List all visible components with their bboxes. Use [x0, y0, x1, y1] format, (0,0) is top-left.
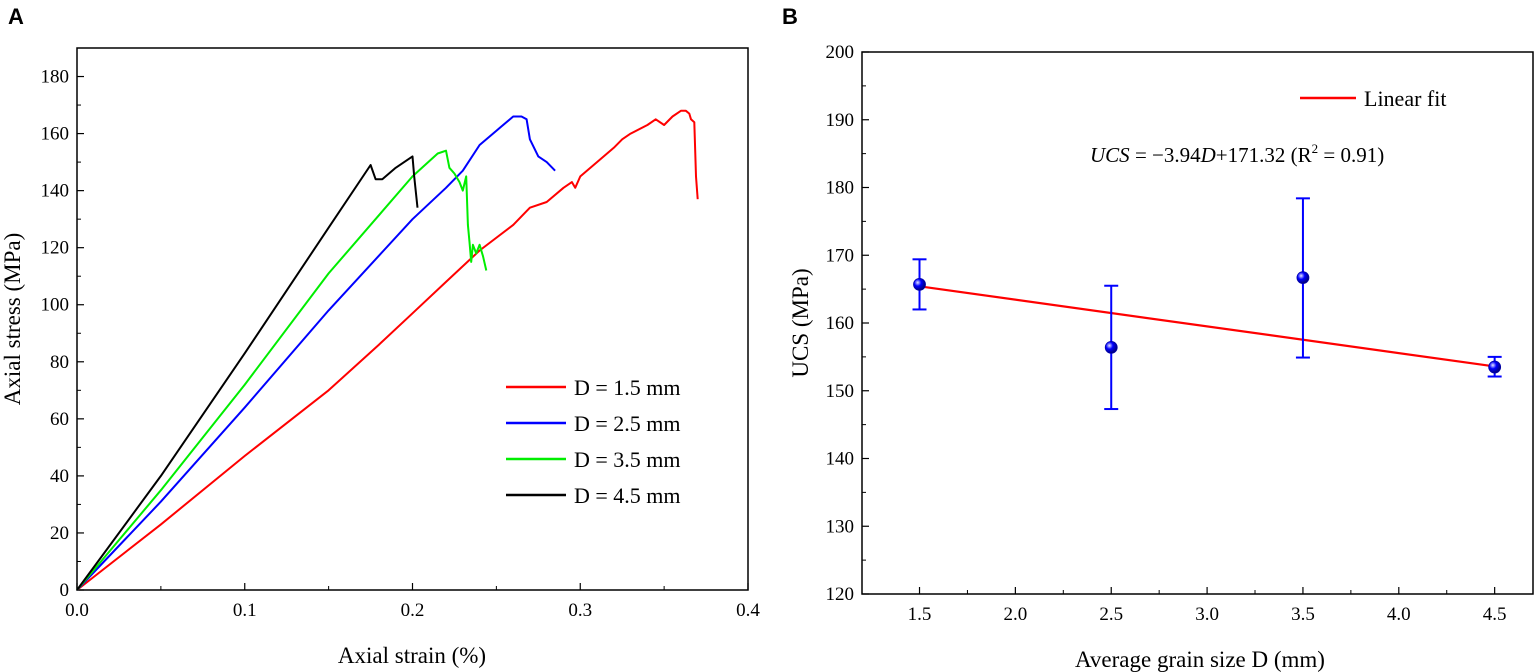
panel-letter-b: B — [782, 4, 798, 29]
panel-b: B 120 130 140 150 160 170 180 190 200 1.5 2.0 2.5 3.… — [782, 4, 1534, 672]
y-tick-label-b: 170 — [826, 245, 855, 266]
x-tick-label-b: 4.5 — [1483, 604, 1507, 625]
y-tick-label-a: 60 — [50, 409, 69, 430]
legend-label-d-3-5-mm: D = 3.5 mm — [574, 447, 681, 472]
series-line-d-4-5-mm — [76, 155, 419, 591]
y-axis-title-a: Axial stress (MPa) — [0, 233, 25, 405]
x-tick-label-a: 0.1 — [233, 600, 257, 621]
legend-a: D = 1.5 mm D = 2.5 mm D = 3.5 mm D = 4.5 mm — [506, 375, 681, 508]
legend-b: Linear fit — [1300, 86, 1446, 111]
series-line-d-2-5-mm — [76, 115, 556, 591]
panel-letter-a: A — [8, 4, 24, 29]
y-tick-label-b: 150 — [826, 381, 855, 402]
x-tick-label-a: 0.3 — [568, 600, 592, 621]
x-axis-title-a: Axial strain (%) — [338, 643, 486, 668]
y-axis-title-b: UCS (MPa) — [788, 268, 813, 377]
y-tick-label-a: 140 — [41, 181, 70, 202]
equation-variable: D — [1200, 143, 1216, 167]
y-tick-label-a: 0 — [60, 580, 70, 601]
equation-superscript: 2 — [1312, 141, 1319, 156]
legend-label-d-4-5-mm: D = 4.5 mm — [574, 483, 681, 508]
fit-group-b — [919, 285, 1495, 368]
data-point — [1296, 271, 1310, 285]
x-tick-label-b: 2.5 — [1099, 604, 1123, 625]
data-point — [1488, 360, 1502, 374]
legend-label-d-1-5-mm: D = 1.5 mm — [574, 375, 681, 400]
y-tick-label-b: 200 — [826, 42, 855, 63]
data-point — [1104, 340, 1118, 354]
panel-a: A 0 20 40 60 80 100 120 140 160 180 0.0 0.1 0.2 0.3 0.… — [0, 4, 760, 668]
x-tick-label-a: 0.4 — [736, 600, 760, 621]
x-tick-label-a: 0.0 — [65, 600, 89, 621]
y-tick-label-b: 180 — [826, 178, 855, 199]
y-tick-label-a: 20 — [50, 523, 69, 544]
y-tick-label-a: 160 — [41, 124, 70, 145]
y-tick-label-a: 80 — [50, 352, 69, 373]
y-tick-label-b: 130 — [826, 516, 855, 537]
x-axis-title-b: Average grain size D (mm) — [1075, 647, 1325, 672]
data-point — [913, 277, 926, 291]
equation-lhs: UCS — [1090, 143, 1130, 167]
y-tick-label-a: 40 — [50, 466, 69, 487]
linear-fit-line — [919, 285, 1495, 368]
series-line-d-3-5-mm — [76, 149, 488, 591]
series-line-d-1-5-mm — [76, 109, 699, 591]
x-tick-label-b: 4.0 — [1387, 604, 1411, 625]
legend-label-linear-fit: Linear fit — [1364, 86, 1446, 111]
legend-label-d-2-5-mm: D = 2.5 mm — [574, 411, 681, 436]
x-tick-label-b: 1.5 — [908, 604, 932, 625]
equation-tail: +171.32 (R — [1216, 143, 1312, 167]
x-tick-label-b: 3.0 — [1195, 604, 1219, 625]
y-tick-label-b: 190 — [826, 110, 855, 131]
plot-frame-b — [861, 51, 1534, 595]
plot-frame-a — [76, 47, 749, 591]
points-group-b — [912, 197, 1502, 411]
equation-middle: = −3.94 — [1130, 143, 1201, 167]
x-tick-label-b: 2.0 — [1003, 604, 1027, 625]
x-tick-label-b: 3.5 — [1291, 604, 1315, 625]
y-tick-label-a: 100 — [41, 295, 70, 316]
axis-ticks-b: 120 130 140 150 160 170 180 190 200 1.5 2.0 2.5 3.0 3… — [826, 42, 1507, 625]
y-tick-label-a: 120 — [41, 238, 70, 259]
axis-ticks-a: 0 20 40 60 80 100 120 140 160 180 0.0 0.1 0.2 0.3 0.4 — [41, 67, 761, 621]
series-group-a — [76, 109, 699, 591]
y-tick-label-a: 180 — [41, 67, 70, 88]
x-tick-label-a: 0.2 — [401, 600, 425, 621]
y-tick-label-b: 160 — [826, 313, 855, 334]
equation-end: = 0.91) — [1318, 143, 1384, 167]
y-tick-label-b: 120 — [826, 584, 855, 605]
fit-equation: UCS = −3.94D+171.32 (R2 = 0.91) — [1090, 141, 1384, 167]
y-tick-label-b: 140 — [826, 449, 855, 470]
